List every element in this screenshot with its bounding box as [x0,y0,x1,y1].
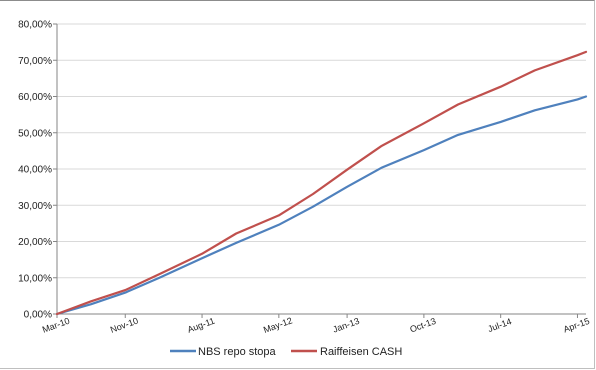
legend: NBS repo stopa Raiffeisen CASH [170,346,402,358]
gridlines [53,23,586,315]
y-tick-label: 20,00% [18,237,52,248]
x-tick-label: Oct-13 [408,316,437,335]
y-tick-label: 70,00% [18,56,52,67]
x-tick-label: Nov-10 [109,316,140,335]
y-tick-label: 30,00% [18,201,52,212]
x-tick-labels: Mar-10 Nov-10 Aug-11 May-12 Jan-13 Oct-13 Jul-… [41,315,591,335]
y-tick-label: 50,00% [18,128,52,139]
series-lines [55,50,588,316]
y-tick-label: 60,00% [18,92,52,103]
y-tick-labels: 0,00% 10,00% 20,00% 30,00% 40,00% 50,00% 60,00… [18,20,52,321]
axes [56,24,586,318]
legend-label-nbs: NBS repo stopa [198,346,277,358]
series-line-nbs-repo-stopa [55,95,588,316]
x-tick-label: Apr-15 [562,316,591,335]
series-line-raiffeisen-cash [55,50,588,316]
x-tick-label: Jan-13 [331,316,360,335]
legend-label-raiffeisen: Raiffeisen CASH [320,346,402,358]
x-tick-label: Aug-11 [186,316,216,335]
y-tick-label: 10,00% [18,273,52,284]
y-tick-label: 40,00% [18,165,52,176]
x-tick-label: Jul-14 [486,316,512,334]
x-tick-label: May-12 [262,315,294,335]
y-tick-label: 80,00% [18,20,52,31]
y-tick-label: 0,00% [24,310,52,321]
